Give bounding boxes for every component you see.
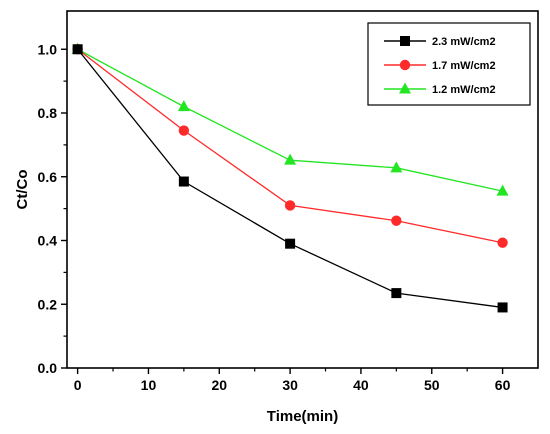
data-point: [390, 161, 403, 173]
x-tick-label: 40: [353, 377, 369, 393]
y-tick-label: 0.8: [38, 105, 58, 121]
plot-area: [71, 42, 509, 313]
y-tick-label: 0.0: [38, 360, 58, 376]
y-tick-label: 1.0: [38, 41, 58, 57]
legend-label: 1.7 mW/cm2: [432, 60, 496, 72]
y-axis-label: Ct/Co: [14, 170, 31, 210]
plot-frame: [66, 10, 539, 369]
axes: 0 10 20 30 40 50 60 0.0 0.2 0.4 0.6 0.8 1.0: [38, 10, 539, 393]
legend-box: [367, 22, 531, 106]
x-axis-label: Time(min): [267, 408, 338, 425]
y-tick-label: 0.2: [38, 296, 58, 312]
series-0: [72, 44, 508, 313]
data-point: [391, 215, 402, 226]
legend: 2.3 mW/cm2 1.7 mW/cm2 1.2 mW/cm2: [367, 22, 531, 106]
data-point: [284, 153, 297, 165]
legend-marker: [399, 82, 411, 94]
x-tick-label: 10: [141, 377, 157, 393]
x-tick-label: 20: [211, 377, 227, 393]
x-tick-label: 0: [74, 377, 82, 393]
legend-label: 1.2 mW/cm2: [432, 84, 496, 96]
data-point: [496, 184, 509, 196]
y-tick-label: 0.4: [38, 233, 58, 249]
data-point: [497, 302, 508, 313]
x-tick-label: 50: [424, 377, 440, 393]
data-point: [178, 125, 190, 136]
data-point: [284, 200, 296, 211]
data-point: [285, 238, 296, 249]
data-point: [177, 100, 190, 112]
x-tick-label: 30: [282, 377, 298, 393]
legend-label: 2.3 mW/cm2: [432, 36, 496, 48]
data-point: [391, 288, 402, 299]
data-point: [72, 44, 83, 55]
x-tick-label: 60: [495, 377, 511, 393]
legend-marker: [399, 59, 411, 71]
legend-marker: [400, 36, 410, 46]
data-point: [178, 176, 189, 187]
y-tick-label: 0.6: [38, 169, 58, 185]
series-1: [72, 44, 508, 248]
data-point: [497, 237, 508, 248]
